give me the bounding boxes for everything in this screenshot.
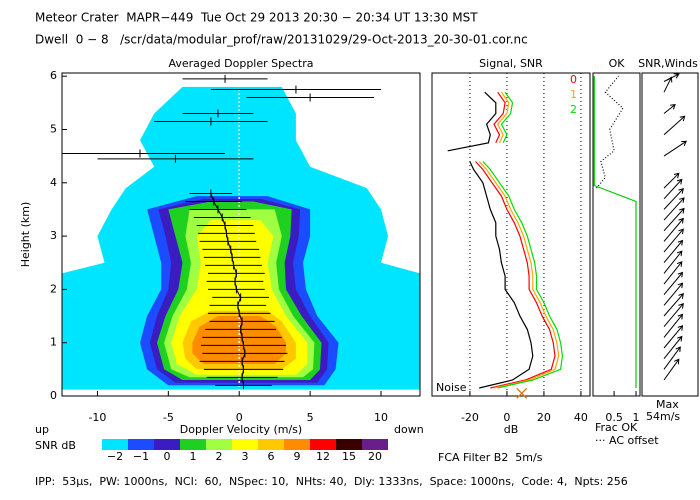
y-tick-label: 5 [50, 122, 57, 135]
wind-arrow [663, 313, 684, 338]
wind-arrow [663, 335, 683, 360]
frame [641, 72, 699, 397]
legend-entry: 1 [570, 88, 577, 101]
wind-arrow [663, 103, 676, 114]
snr-region [192, 316, 286, 364]
wind-arrow [663, 172, 680, 189]
x-axis-label: Doppler Velocity (m/s) [180, 423, 302, 436]
ac-offset-note: ··· AC offset [595, 434, 659, 447]
panel-title: OK [609, 57, 626, 70]
filter-note: FCA Filter B2 5m/s [438, 451, 543, 464]
colorbar-swatch [258, 439, 284, 450]
wind-arrow [663, 261, 683, 285]
wind-arrow [663, 282, 684, 306]
wind-arrow [663, 197, 685, 221]
wind-arrow [663, 207, 685, 232]
header-title: Meteor Crater MAPR−449 Tue Oct 29 2013 2… [35, 11, 478, 25]
colorbar-swatch [284, 439, 310, 450]
colorbar-tick-label: 20 [368, 450, 382, 463]
colorbar-tick-label: 6 [268, 450, 275, 463]
x-tick-label: -20 [461, 411, 479, 424]
wind-arrow [663, 325, 684, 349]
colorbar-swatch [154, 439, 180, 450]
frame [592, 72, 641, 397]
x-tick-label: 1 [633, 411, 640, 424]
x-tick-label: -10 [88, 411, 106, 424]
colorbar-tick-label: 15 [342, 450, 356, 463]
x-tick-label: 20 [537, 411, 551, 424]
wind-arrow [663, 250, 683, 274]
y-tick-label: 6 [50, 69, 57, 82]
frame [431, 72, 591, 397]
colorbar-tick-label: 2 [216, 450, 223, 463]
max-speed: 54m/s [646, 410, 680, 423]
colorbar-swatch [206, 439, 232, 450]
left-note: up [35, 423, 49, 436]
header-subtitle: Dwell 0 − 8 /scr/data/modular_prof/raw/2… [35, 33, 528, 47]
wind-arrow [663, 73, 680, 82]
x-tick-label: -5 [163, 411, 174, 424]
wind-arrow [663, 358, 680, 381]
colorbar-tick-label: −1 [133, 450, 149, 463]
wind-arrow [663, 187, 684, 210]
max-label: Max [656, 398, 679, 411]
x-axis-label: dB [504, 423, 519, 436]
wind-arrow [663, 178, 683, 200]
x-tick-label: 40 [574, 411, 588, 424]
plot-area [62, 73, 420, 396]
legend-entry: 2 [570, 103, 577, 116]
colorbar-tick-label: 9 [294, 450, 301, 463]
panel-title: Signal, SNR [479, 57, 543, 70]
colorbar-swatch [232, 439, 258, 450]
x-tick-label: 0 [503, 411, 510, 424]
wind-arrow [663, 228, 684, 253]
colorbar-tick-label: 12 [316, 450, 330, 463]
wind-arrow [663, 302, 684, 328]
y-axis-label: Height (km) [19, 202, 32, 268]
frame [61, 72, 421, 397]
colorbar-swatch [102, 439, 128, 450]
colorbar-swatch [180, 439, 206, 450]
x-tick-label: 0 [236, 411, 243, 424]
noise-label: Noise [436, 381, 467, 394]
wind-arrow [663, 239, 684, 264]
panel-title: SNR,Winds [638, 57, 698, 70]
colorbar-tick-label: −2 [107, 450, 123, 463]
colorbar-swatch [128, 439, 154, 450]
wind-arrow [663, 346, 681, 370]
legend-entry: 0 [570, 73, 577, 86]
colorbar-swatch [310, 439, 336, 450]
wind-arrow [663, 271, 684, 296]
x-tick-label: 0.5 [605, 411, 623, 424]
wind-arrow [663, 115, 686, 136]
wind-arrow [663, 293, 684, 317]
velocity-profile [210, 193, 246, 386]
series-line [475, 91, 556, 389]
colorbar-tick-label: 1 [190, 450, 197, 463]
colorbar-label: SNR dB [35, 439, 76, 452]
y-tick-label: 1 [50, 336, 57, 349]
colorbar-tick-label: 0 [164, 450, 171, 463]
wind-arrow [663, 217, 684, 242]
y-tick-label: 0 [50, 389, 57, 402]
series-line [447, 91, 534, 389]
noise-marker [516, 387, 528, 399]
x-tick-label: 10 [374, 411, 388, 424]
right-note: down [394, 423, 424, 436]
wind-arrow [663, 140, 688, 157]
colorbar-swatch [336, 439, 362, 450]
colorbar-swatch [362, 439, 388, 450]
series-line [593, 76, 637, 388]
y-tick-label: 4 [50, 176, 57, 189]
series-line [482, 91, 564, 389]
panel-title: Averaged Doppler Spectra [168, 57, 313, 70]
x-tick-label: 5 [307, 411, 314, 424]
footer: IPP: 53μs, PW: 1000ns, NCI: 60, NSpec: 1… [35, 475, 628, 488]
y-tick-label: 3 [50, 229, 57, 242]
y-tick-label: 2 [50, 282, 57, 295]
x-axis-label: Frac OK [595, 421, 638, 434]
series-line [478, 91, 560, 389]
colorbar-tick-label: 3 [242, 450, 249, 463]
